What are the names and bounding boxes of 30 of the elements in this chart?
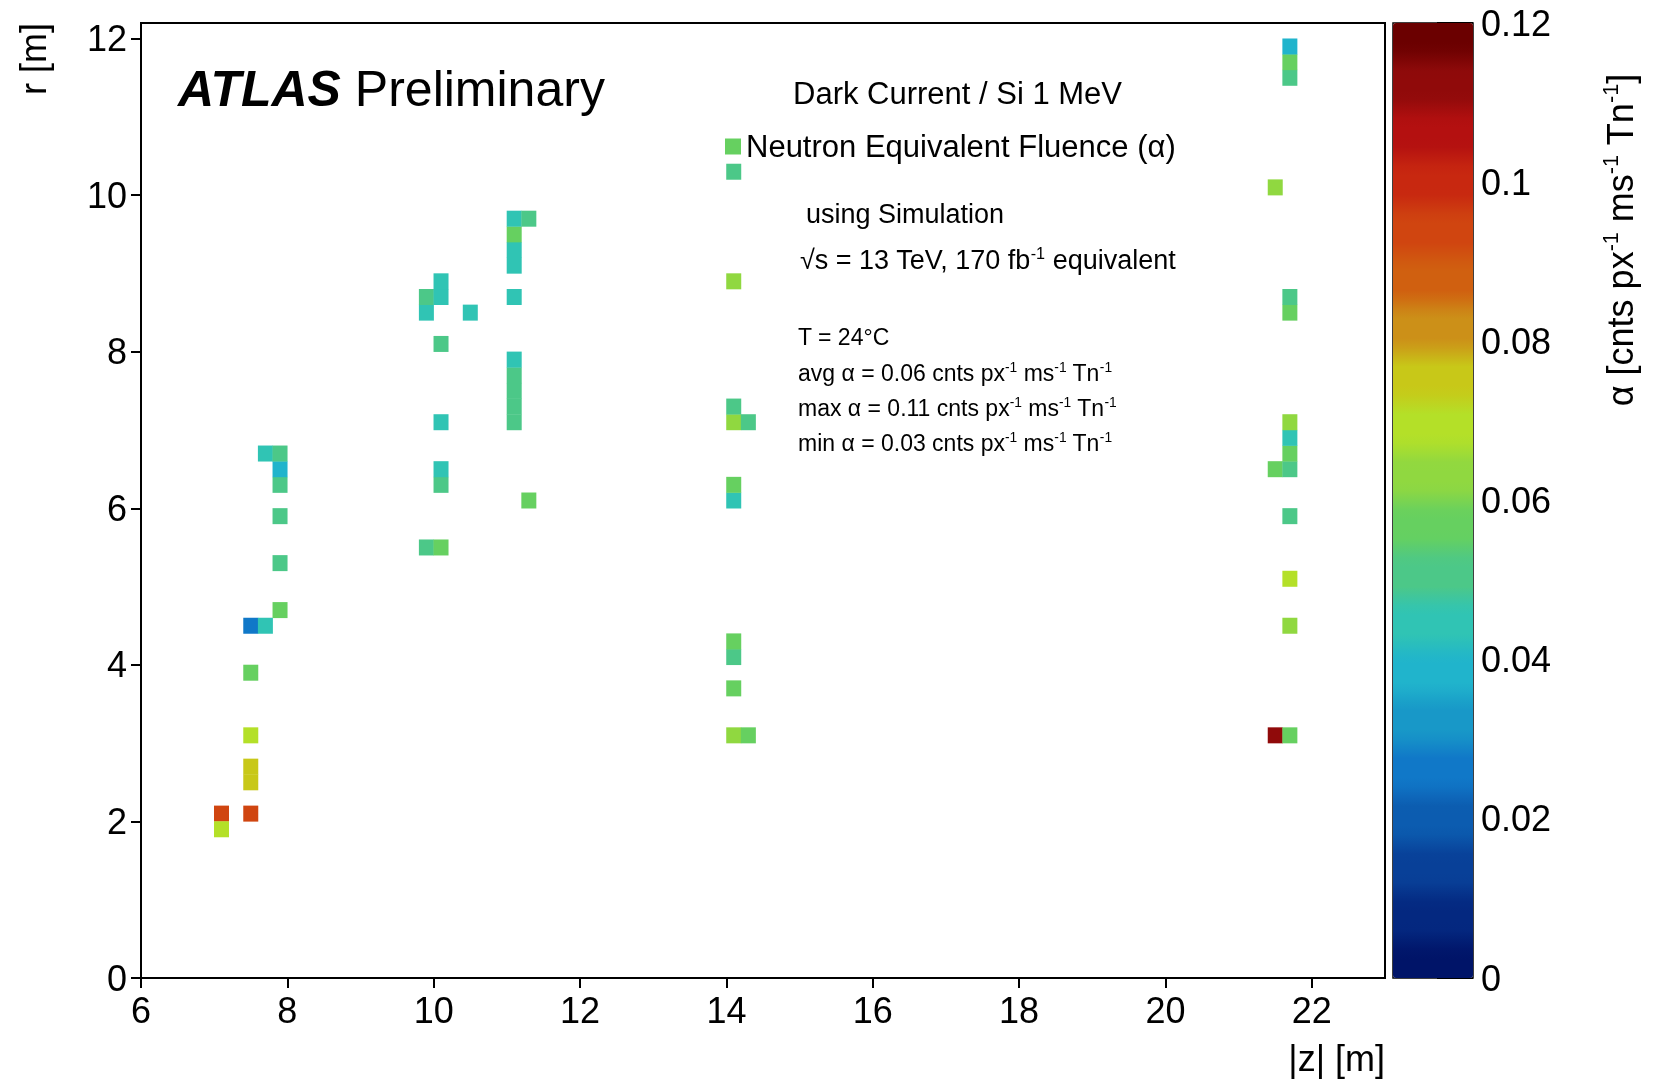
y-tick-label: 6	[106, 487, 127, 529]
x-tick-label: 22	[1291, 989, 1332, 1031]
y-tick-label: 10	[86, 174, 127, 216]
color-bar-title: α [cnts px-1 ms-1 Tn-1]	[1597, 73, 1641, 407]
y-axis-title: r [m]	[12, 23, 54, 95]
annotation: T = 24°C	[798, 323, 890, 350]
annotation: using Simulation	[806, 198, 1005, 229]
x-tick-label: 14	[706, 989, 747, 1031]
color-bar-label: 0.04	[1481, 639, 1552, 681]
color-bar-label: 0.02	[1481, 798, 1552, 840]
x-tick-label: 12	[560, 989, 601, 1031]
y-tick-label: 8	[106, 331, 127, 373]
x-tick-label: 10	[413, 989, 454, 1031]
x-tick-label: 20	[1145, 989, 1186, 1031]
color-bar-label: 0.08	[1481, 320, 1552, 362]
y-tick-label: 4	[106, 644, 127, 686]
y-tick-label: 2	[106, 800, 127, 842]
y-tick-label: 12	[86, 18, 127, 60]
y-tick-label: 0	[106, 957, 127, 999]
x-tick-label: 16	[852, 989, 893, 1031]
legend-title: Dark Current / Si 1 MeV	[793, 76, 1123, 111]
legend-label: Neutron Equivalent Fluence (α)	[746, 129, 1176, 164]
color-bar-label: 0.06	[1481, 480, 1552, 521]
x-axis-title: |z| [m]	[1288, 1037, 1385, 1079]
text: ATLAS Preliminary	[176, 61, 605, 117]
color-bar-label: 0	[1481, 957, 1502, 999]
x-tick-label: 8	[277, 989, 298, 1031]
color-bar-label: 0.12	[1481, 2, 1552, 44]
color-bar-label: 0.1	[1481, 161, 1532, 203]
x-tick-label: 18	[999, 989, 1040, 1031]
